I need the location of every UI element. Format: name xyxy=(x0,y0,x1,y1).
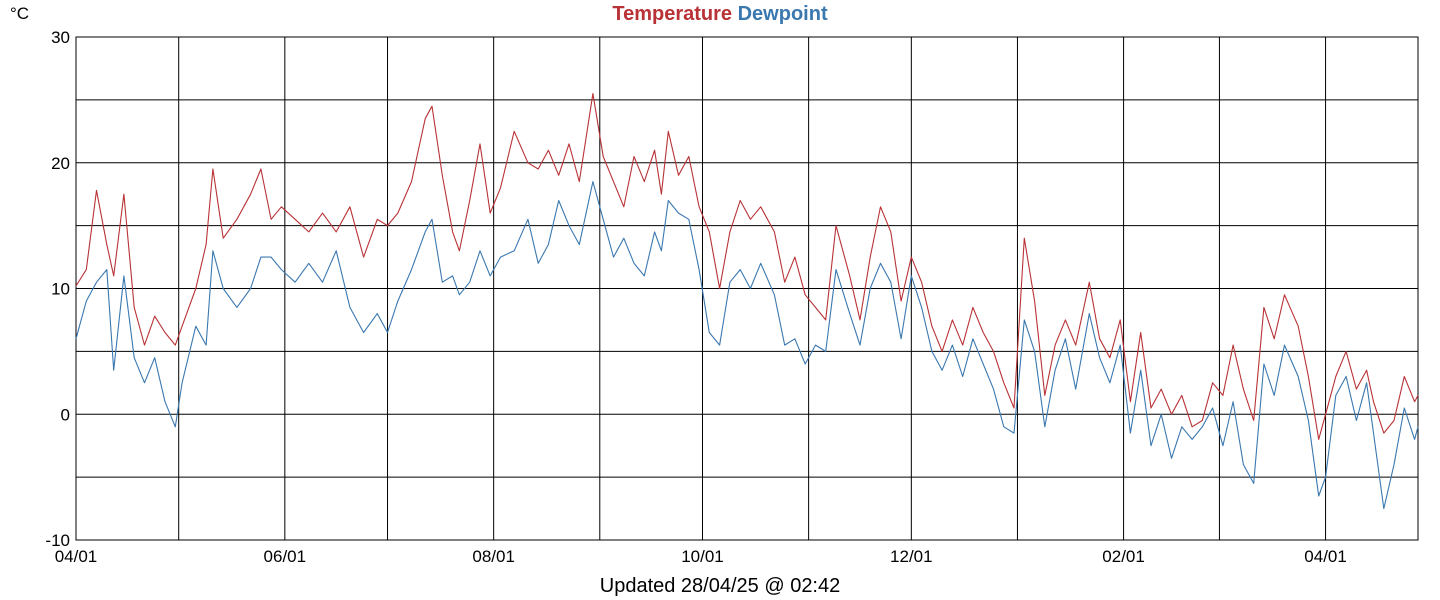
x-tick-label: 12/01 xyxy=(890,547,933,566)
x-tick-label: 08/01 xyxy=(472,547,515,566)
x-tick-label: 06/01 xyxy=(264,547,307,566)
y-tick-label: 0 xyxy=(61,405,70,424)
series-line-dewpoint xyxy=(75,181,1419,510)
x-tick-label: 04/01 xyxy=(1304,547,1347,566)
y-tick-label: 30 xyxy=(51,28,70,47)
updated-timestamp: Updated 28/04/25 @ 02:42 xyxy=(599,575,841,597)
x-tick-label: 04/01 xyxy=(55,547,98,566)
title-temperature: Temperature xyxy=(612,3,733,25)
series-line-temperature xyxy=(75,93,1419,440)
y-axis-unit-label: °C xyxy=(10,4,30,23)
y-tick-label: 20 xyxy=(51,154,70,173)
title-dewpoint: Dewpoint xyxy=(737,3,828,25)
chart-title: Temperature Dewpoint xyxy=(0,2,1440,26)
x-tick-label: 10/01 xyxy=(681,547,724,566)
y-tick-label: -10 xyxy=(45,531,70,550)
x-tick-label: 02/01 xyxy=(1102,547,1145,566)
y-tick-label: 10 xyxy=(51,280,70,299)
